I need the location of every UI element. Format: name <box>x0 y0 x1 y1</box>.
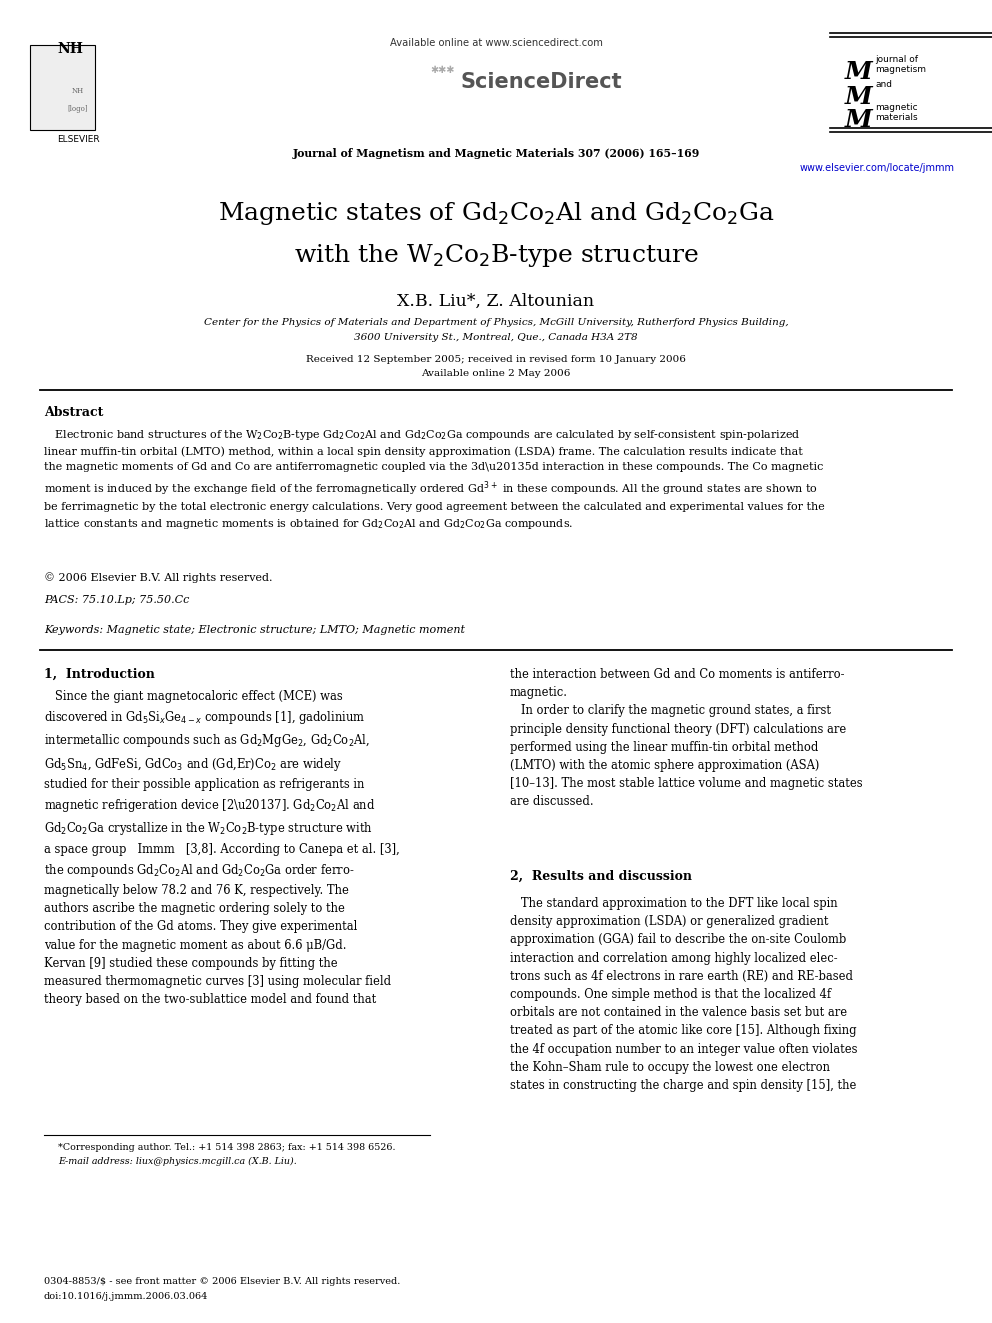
Bar <box>30 45 95 130</box>
Text: journal of
magnetism: journal of magnetism <box>875 56 926 74</box>
Text: M: M <box>845 108 873 132</box>
Text: X.B. Liu*, Z. Altounian: X.B. Liu*, Z. Altounian <box>398 292 594 310</box>
Text: 0304-8853/$ - see front matter © 2006 Elsevier B.V. All rights reserved.: 0304-8853/$ - see front matter © 2006 El… <box>44 1277 401 1286</box>
Text: the interaction between Gd and Co moments is antiferro-
magnetic.
   In order to: the interaction between Gd and Co moment… <box>510 668 863 808</box>
Text: doi:10.1016/j.jmmm.2006.03.064: doi:10.1016/j.jmmm.2006.03.064 <box>44 1293 208 1301</box>
Text: ScienceDirect: ScienceDirect <box>460 71 622 93</box>
Text: E-mail address: liux@physics.mcgill.ca (X.B. Liu).: E-mail address: liux@physics.mcgill.ca (… <box>58 1158 297 1166</box>
Text: *Corresponding author. Tel.: +1 514 398 2863; fax: +1 514 398 6526.: *Corresponding author. Tel.: +1 514 398 … <box>58 1143 396 1152</box>
Text: M: M <box>845 85 873 108</box>
Text: magnetic
materials: magnetic materials <box>875 103 918 123</box>
Text: with the W$_2$Co$_2$B-type structure: with the W$_2$Co$_2$B-type structure <box>294 242 698 269</box>
Text: 3600 University St., Montreal, Que., Canada H3A 2T8: 3600 University St., Montreal, Que., Can… <box>354 333 638 343</box>
Text: Since the giant magnetocaloric effect (MCE) was
discovered in Gd$_5$Si$_x$Ge$_{4: Since the giant magnetocaloric effect (M… <box>44 691 400 1007</box>
Text: NH

[logo]: NH [logo] <box>67 87 88 114</box>
Text: © 2006 Elsevier B.V. All rights reserved.: © 2006 Elsevier B.V. All rights reserved… <box>44 572 273 582</box>
Text: Electronic band structures of the W$_2$Co$_2$B-type Gd$_2$Co$_2$Al and Gd$_2$Co$: Electronic band structures of the W$_2$C… <box>44 429 824 532</box>
Text: 1,  Introduction: 1, Introduction <box>44 668 155 681</box>
Text: NH: NH <box>58 42 83 56</box>
Text: M: M <box>845 60 873 83</box>
Text: www.elsevier.com/locate/jmmm: www.elsevier.com/locate/jmmm <box>800 163 955 173</box>
Text: The standard approximation to the DFT like local spin
density approximation (LSD: The standard approximation to the DFT li… <box>510 897 857 1091</box>
Text: 2,  Results and discussion: 2, Results and discussion <box>510 871 692 882</box>
Text: Keywords: Magnetic state; Electronic structure; LMTO; Magnetic moment: Keywords: Magnetic state; Electronic str… <box>44 624 465 635</box>
Text: ✱✱✱: ✱✱✱ <box>430 65 454 75</box>
Text: ELSEVIER: ELSEVIER <box>57 135 99 144</box>
Text: Journal of Magnetism and Magnetic Materials 307 (2006) 165–169: Journal of Magnetism and Magnetic Materi… <box>293 148 699 159</box>
Text: Received 12 September 2005; received in revised form 10 January 2006: Received 12 September 2005; received in … <box>307 355 685 364</box>
Text: PACS: 75.10.Lp; 75.50.Cc: PACS: 75.10.Lp; 75.50.Cc <box>44 595 189 605</box>
Text: Center for the Physics of Materials and Department of Physics, McGill University: Center for the Physics of Materials and … <box>203 318 789 327</box>
Text: Abstract: Abstract <box>44 406 103 419</box>
Text: Available online at www.sciencedirect.com: Available online at www.sciencedirect.co… <box>390 38 602 48</box>
Text: and: and <box>875 79 892 89</box>
Text: Magnetic states of Gd$_2$Co$_2$Al and Gd$_2$Co$_2$Ga: Magnetic states of Gd$_2$Co$_2$Al and Gd… <box>217 200 775 228</box>
Text: Available online 2 May 2006: Available online 2 May 2006 <box>422 369 570 378</box>
